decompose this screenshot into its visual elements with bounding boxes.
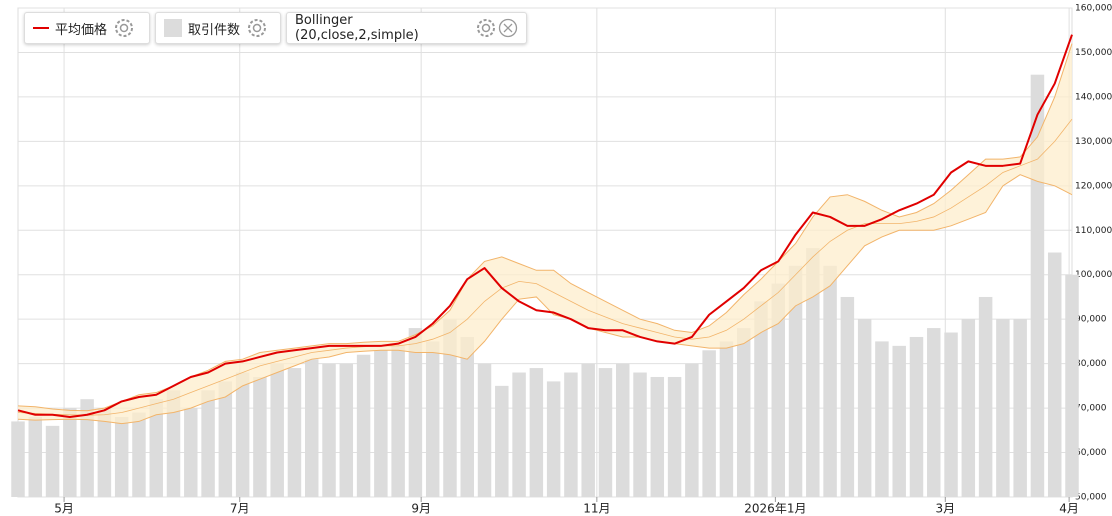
volume-bar [408, 328, 423, 497]
volume-bar [356, 354, 371, 497]
volume-bar [443, 319, 457, 497]
volume-bar [322, 363, 336, 497]
y-tick-label: 110,000 [1075, 226, 1112, 236]
volume-bar [201, 390, 215, 497]
y-tick-label: 70,000 [1075, 404, 1107, 414]
x-tick-label: 9月 [411, 502, 431, 516]
volume-bar [685, 363, 699, 497]
volume-bar [270, 363, 284, 497]
volume-bar [166, 390, 181, 497]
band-lower [17, 174, 1073, 425]
legend-swatch [33, 27, 49, 29]
volume-bar [184, 408, 198, 497]
band-middle [17, 118, 1073, 416]
volume-bar [1013, 319, 1027, 497]
gear-icon[interactable] [475, 17, 496, 39]
y-tick-label: 120,000 [1075, 181, 1112, 191]
volume-bar [80, 399, 94, 497]
volume-bar [736, 328, 751, 497]
x-tick-label: 11月 [583, 502, 610, 516]
y-tick-label: 130,000 [1075, 137, 1112, 147]
volume-bar [719, 341, 734, 497]
volume-bar [598, 368, 613, 497]
volume-bar [235, 372, 250, 497]
close-icon[interactable] [497, 17, 518, 39]
volume-bar [702, 350, 716, 497]
volume-bar [425, 341, 440, 497]
volume-bar [149, 399, 163, 497]
legend-bollinger[interactable]: Bollinger (20,close,2,simple) [286, 12, 527, 44]
volume-bar [28, 416, 43, 497]
x-tick-label: 3月 [935, 502, 955, 516]
volume-bar [857, 319, 872, 497]
volume-bar [754, 301, 768, 497]
gear-icon[interactable] [113, 17, 135, 39]
legend-price[interactable]: 平均価格 [24, 12, 150, 44]
volume-bar [495, 385, 509, 497]
volume-bar [961, 319, 976, 497]
volume-bar [978, 296, 993, 497]
volume-bar [63, 408, 77, 497]
volume-bar [339, 363, 354, 497]
volume-bar [114, 416, 129, 497]
volume-bar [788, 265, 803, 497]
y-tick-label: 160,000 [1075, 4, 1112, 14]
volume-bar [616, 363, 630, 497]
y-tick-label: 90,000 [1075, 315, 1107, 325]
price-line [17, 34, 1073, 418]
volume-bar [909, 336, 924, 497]
volume-bar [771, 283, 786, 497]
y-tick-label: 80,000 [1075, 359, 1107, 369]
y-tick-label: 60,000 [1075, 448, 1107, 458]
volume-bar [132, 412, 146, 497]
volume-bar [97, 408, 112, 497]
volume-bar [840, 296, 855, 497]
legend-volume[interactable]: 取引件数 [155, 12, 281, 44]
volume-bar [512, 372, 526, 497]
volume-bar [633, 372, 647, 497]
volume-bar [218, 381, 233, 497]
volume-bar [875, 341, 889, 497]
y-tick-label: 140,000 [1075, 92, 1112, 102]
volume-bar [927, 328, 941, 497]
volume-bar [1065, 274, 1079, 497]
volume-bar [1047, 252, 1062, 497]
x-tick-label: 5月 [54, 502, 74, 516]
volume-bar [650, 376, 665, 497]
volume-bar [564, 372, 578, 497]
volume-bar [996, 319, 1010, 497]
volume-bar [304, 359, 319, 497]
x-tick-label: 7月 [230, 502, 250, 516]
y-tick-label: 100,000 [1075, 270, 1112, 280]
volume-bar [806, 248, 820, 497]
legend-label: Bollinger (20,close,2,simple) [295, 13, 419, 43]
volume-bar [460, 336, 474, 497]
legend-label: 取引件数 [188, 22, 241, 38]
volume-bar [391, 345, 405, 497]
volume-bar [11, 421, 25, 497]
legend-swatch [164, 19, 182, 37]
y-tick-label: 50,000 [1075, 493, 1107, 503]
volume-bar [45, 425, 60, 497]
x-tick-label: 2026年1月 [744, 502, 806, 516]
legend-label: 平均価格 [55, 22, 108, 38]
volume-bar [253, 376, 267, 497]
volume-bar [287, 368, 302, 497]
volume-bar [546, 381, 561, 497]
volume-bar [581, 363, 595, 497]
volume-bar [892, 345, 906, 497]
volume-bar [667, 376, 682, 497]
volume-bar [944, 332, 958, 497]
volume-bar [477, 363, 492, 497]
band-fill [18, 43, 1072, 424]
gear-icon[interactable] [246, 17, 268, 39]
volume-bar [374, 350, 388, 497]
x-tick-label: 4月 [1059, 502, 1079, 516]
volume-bar [529, 368, 544, 497]
y-tick-label: 150,000 [1075, 48, 1112, 58]
volume-bar [823, 265, 837, 497]
